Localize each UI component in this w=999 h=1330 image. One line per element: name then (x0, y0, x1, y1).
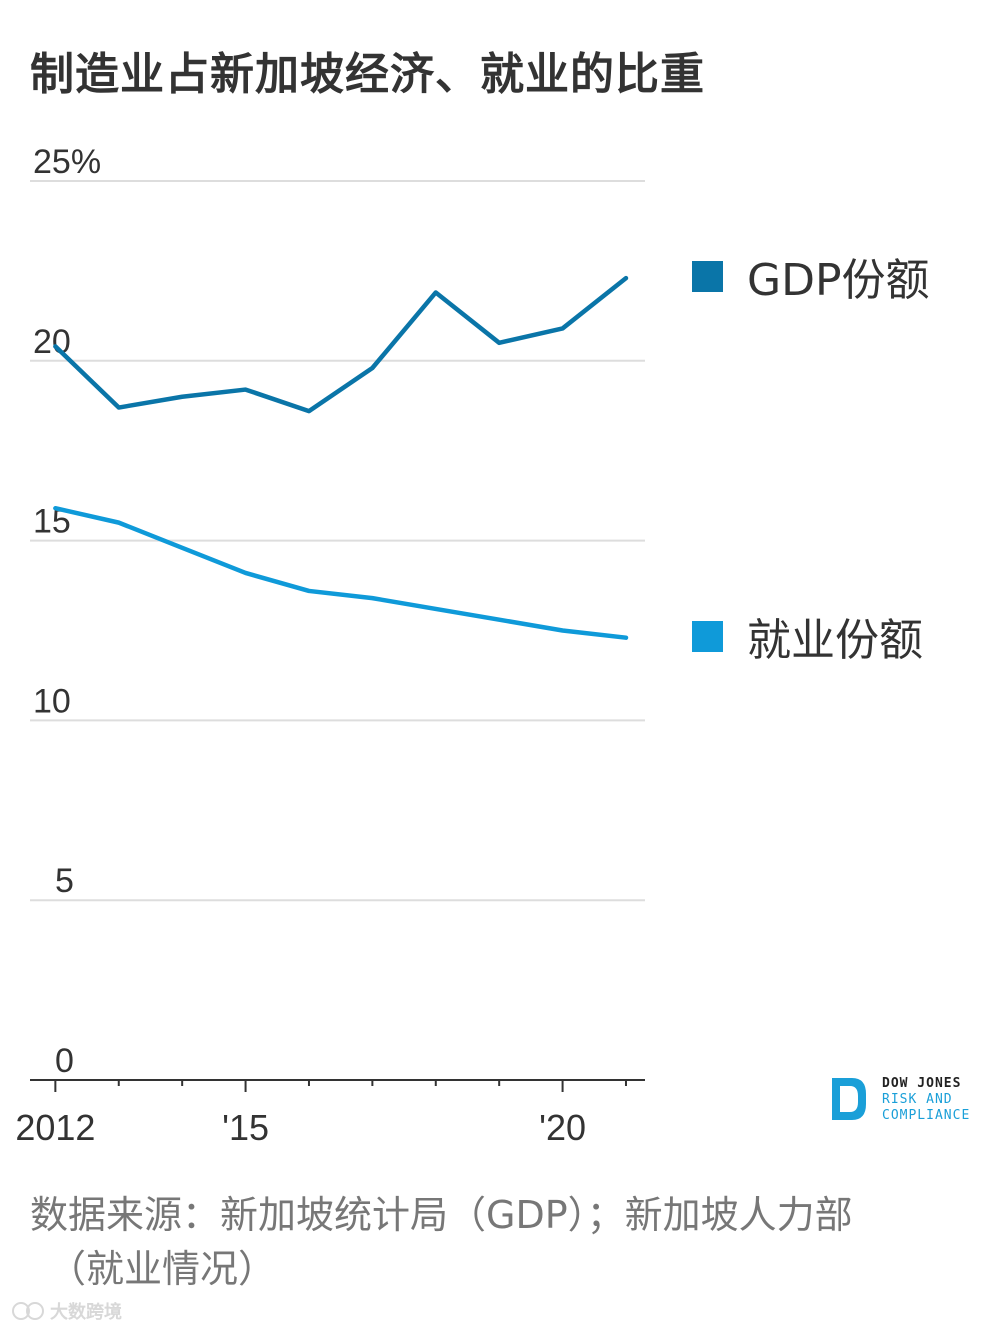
logo-text-dow-jones: DOW JONES (882, 1076, 962, 1091)
legend-swatch-employment (692, 620, 723, 652)
y-tick-label-10: 10 (33, 682, 71, 720)
series-line-1 (53, 505, 629, 640)
dow-jones-d-icon (832, 1078, 866, 1120)
dow-jones-logo: DOW JONES RISK AND COMPLIANCE (830, 1076, 970, 1124)
legend-swatch-gdp (692, 260, 723, 292)
logo-text-compliance: COMPLIANCE (882, 1108, 971, 1123)
chart-title: 制造业占新加坡经济、就业的比重 (30, 49, 705, 100)
x-tick-label-2020: '20 (539, 1107, 586, 1148)
legend-label-employment: 就业份额 (747, 615, 923, 666)
source-line-2: （就业情况） (48, 1247, 277, 1291)
y-tick-label-5: 5 (55, 862, 74, 900)
x-tick-label-2012: 2012 (15, 1107, 95, 1148)
source-line-1: 数据来源：新加坡统计局（GDP）；新加坡人力部 (30, 1193, 853, 1237)
x-tick-label-2015: '15 (222, 1107, 269, 1148)
legend-label-gdp: GDP份额 (747, 255, 930, 306)
source-note: 数据来源：新加坡统计局（GDP）；新加坡人力部 （就业情况） (30, 1188, 970, 1296)
watermark: 大数跨境 (12, 1298, 122, 1324)
logo-text-risk-and: RISK AND (882, 1092, 953, 1107)
y-tick-label-25: 25% (33, 143, 101, 181)
y-tick-label-0: 0 (55, 1042, 74, 1080)
watermark-logo-icon (12, 1302, 44, 1320)
legend-item-gdp: GDP份额 (692, 244, 930, 308)
series-line-0 (53, 275, 629, 414)
legend-item-employment: 就业份额 (692, 604, 923, 668)
watermark-text: 大数跨境 (50, 1302, 122, 1323)
